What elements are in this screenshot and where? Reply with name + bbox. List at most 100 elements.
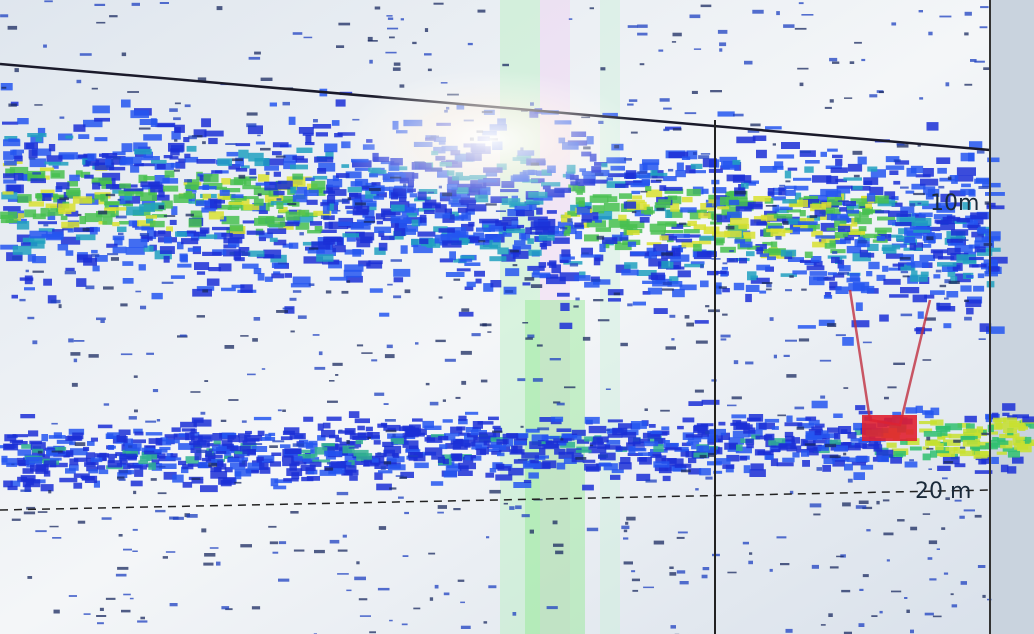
echo-blob — [128, 416, 137, 420]
echo-blob — [827, 323, 837, 327]
echo-blob — [337, 573, 349, 575]
echo-blob — [345, 171, 362, 179]
echo-blob — [632, 441, 645, 447]
echo-blob — [973, 285, 985, 292]
echo-blob — [221, 215, 240, 225]
echo-blob — [902, 275, 910, 278]
echo-blob — [179, 334, 187, 337]
echo-blob — [312, 175, 328, 180]
echo-blob — [272, 440, 285, 443]
echo-blob — [764, 454, 774, 460]
echo-blob — [424, 447, 443, 456]
echo-blob — [188, 135, 197, 140]
echo-blob — [337, 549, 348, 552]
echo-blob — [126, 448, 138, 456]
echo-blob — [425, 382, 430, 386]
echo-blob — [158, 439, 172, 446]
echo-blob — [896, 213, 917, 222]
echo-blob — [139, 204, 155, 212]
echo-blob — [814, 423, 825, 428]
echo-blob — [343, 269, 362, 278]
echo-blob — [260, 77, 273, 81]
echo-blob — [683, 234, 701, 238]
echo-blob — [690, 261, 705, 265]
echo-blob — [87, 441, 95, 446]
echo-blob — [722, 464, 735, 469]
echo-blob — [383, 403, 389, 405]
echo-blob — [575, 449, 592, 453]
echo-blob — [221, 440, 233, 447]
echo-blob — [933, 214, 953, 219]
echo-blob — [97, 424, 113, 429]
echo-blob — [770, 241, 778, 248]
echo-blob — [521, 233, 531, 241]
echo-blob — [327, 195, 336, 204]
echo-blob — [12, 149, 24, 154]
echo-blob — [701, 432, 709, 437]
echo-blob — [134, 409, 138, 413]
echo-blob — [554, 448, 566, 455]
echo-blob — [876, 274, 886, 281]
echo-blob — [767, 256, 776, 261]
echo-blob — [529, 441, 542, 449]
echo-blob — [784, 422, 803, 427]
echo-blob — [190, 210, 203, 218]
echo-blob — [249, 168, 257, 175]
echo-blob — [171, 427, 181, 432]
echo-blob — [926, 447, 934, 450]
echo-blob — [823, 457, 835, 464]
echo-blob — [623, 201, 637, 209]
echo-blob — [614, 242, 632, 251]
depth-label: 20 m — [915, 479, 971, 504]
echo-blob — [921, 243, 932, 248]
echo-blob — [155, 509, 166, 513]
echo-blob — [855, 456, 870, 462]
echo-blob — [928, 540, 938, 545]
echo-blob — [605, 388, 611, 390]
echo-blob — [349, 475, 358, 481]
echo-blob — [970, 212, 988, 220]
echo-blob — [27, 576, 33, 579]
echo-blob — [332, 362, 343, 366]
echo-blob — [906, 262, 916, 266]
echo-blob — [315, 132, 328, 137]
echo-blob — [663, 107, 672, 110]
echo-blob — [314, 156, 334, 163]
echo-blob — [196, 449, 207, 453]
echo-blob — [711, 258, 721, 260]
echo-blob — [846, 442, 861, 448]
echo-blob — [727, 447, 740, 452]
echo-blob — [158, 463, 177, 469]
echo-blob — [318, 162, 336, 172]
echo-blob — [995, 423, 1014, 429]
echo-blob — [216, 6, 223, 11]
echo-blob — [471, 441, 487, 450]
echo-blob — [855, 302, 863, 311]
gear-echo — [862, 415, 917, 441]
echo-blob — [235, 143, 251, 147]
echo-blob — [444, 433, 460, 437]
echo-blob — [531, 434, 548, 442]
echo-blob — [363, 220, 376, 223]
echo-blob — [767, 188, 775, 197]
echo-blob — [575, 297, 580, 301]
echo-blob — [29, 230, 48, 239]
echo-blob — [960, 188, 975, 196]
echo-blob — [269, 237, 278, 242]
echo-blob — [918, 212, 933, 217]
echo-blob — [559, 227, 568, 230]
echo-blob — [222, 188, 241, 193]
echo-blob — [621, 269, 639, 276]
echo-blob — [787, 167, 798, 171]
echo-blob — [825, 165, 842, 169]
echo-blob — [739, 455, 748, 461]
echo-blob — [910, 526, 918, 531]
echo-blob — [99, 607, 104, 611]
echo-blob — [292, 173, 304, 181]
echo-blob — [103, 403, 110, 406]
echo-blob — [234, 257, 245, 262]
echo-blob — [490, 280, 502, 288]
echo-blob — [889, 294, 909, 298]
echo-blob — [143, 245, 154, 252]
echo-blob — [536, 207, 543, 215]
